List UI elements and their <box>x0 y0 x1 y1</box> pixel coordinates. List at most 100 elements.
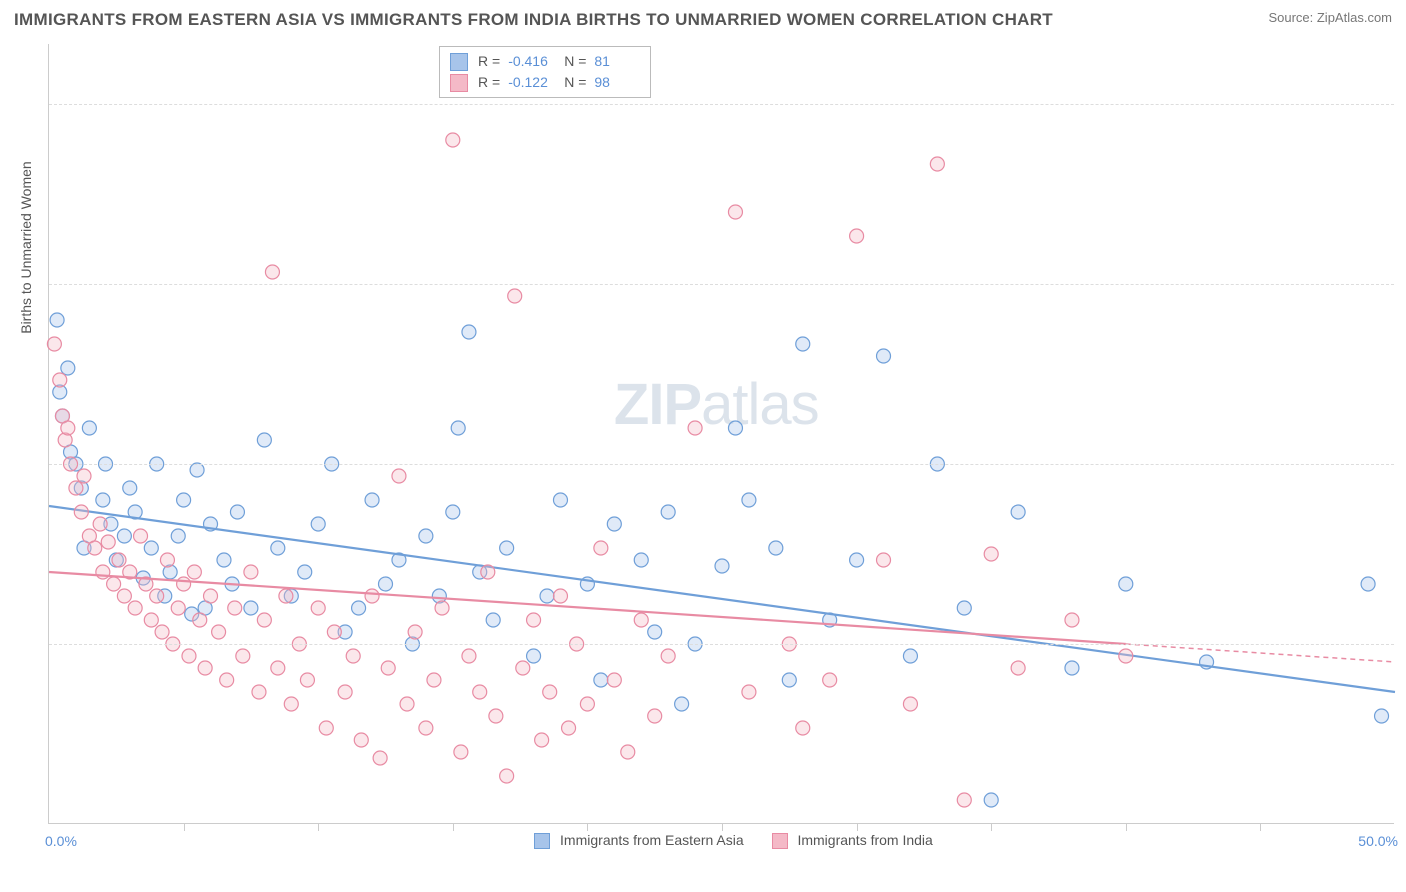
data-point <box>236 649 250 663</box>
data-point <box>580 697 594 711</box>
data-point <box>327 625 341 639</box>
data-point <box>742 685 756 699</box>
x-tick <box>1260 823 1261 831</box>
data-point <box>607 673 621 687</box>
data-point <box>257 613 271 627</box>
r-label: R = <box>478 72 500 93</box>
data-point <box>543 685 557 699</box>
data-point <box>252 685 266 699</box>
swatch-series-a <box>450 53 468 71</box>
data-point <box>1065 661 1079 675</box>
data-point <box>796 721 810 735</box>
data-point <box>486 613 500 627</box>
data-point <box>462 325 476 339</box>
data-point <box>419 529 433 543</box>
data-point <box>298 565 312 579</box>
data-point <box>365 493 379 507</box>
data-point <box>796 337 810 351</box>
data-point <box>352 601 366 615</box>
stats-legend: R = -0.416 N = 81 R = -0.122 N = 98 <box>439 46 651 98</box>
data-point <box>365 589 379 603</box>
data-point <box>877 553 891 567</box>
data-point <box>984 547 998 561</box>
data-point <box>500 769 514 783</box>
data-point <box>53 373 67 387</box>
source-attribution: Source: ZipAtlas.com <box>1268 10 1392 25</box>
data-point <box>661 649 675 663</box>
data-point <box>688 421 702 435</box>
legend-label-b: Immigrants from India <box>797 832 932 848</box>
data-point <box>728 421 742 435</box>
data-point <box>171 529 185 543</box>
data-point <box>61 421 75 435</box>
n-label: N = <box>564 51 586 72</box>
data-point <box>171 601 185 615</box>
data-point <box>489 709 503 723</box>
x-tick <box>857 823 858 831</box>
data-point <box>77 469 91 483</box>
data-point <box>877 349 891 363</box>
data-point <box>553 493 567 507</box>
data-point <box>346 649 360 663</box>
series-legend: Immigrants from Eastern Asia Immigrants … <box>49 832 1394 849</box>
data-point <box>1375 709 1389 723</box>
data-point <box>648 709 662 723</box>
data-point <box>69 481 83 495</box>
data-point <box>903 649 917 663</box>
data-point <box>648 625 662 639</box>
data-point <box>212 625 226 639</box>
y-axis-title: Births to Unmarried Women <box>18 161 34 333</box>
data-point <box>96 493 110 507</box>
data-point <box>271 661 285 675</box>
data-point <box>508 289 522 303</box>
data-point <box>112 553 126 567</box>
data-point <box>400 697 414 711</box>
data-point <box>553 589 567 603</box>
data-point <box>607 517 621 531</box>
swatch-series-b <box>450 74 468 92</box>
data-point <box>74 505 88 519</box>
data-point <box>742 493 756 507</box>
data-point <box>435 601 449 615</box>
data-point <box>193 613 207 627</box>
data-point <box>850 553 864 567</box>
data-point <box>311 517 325 531</box>
x-tick <box>1126 823 1127 831</box>
data-point <box>187 565 201 579</box>
data-point <box>311 601 325 615</box>
data-point <box>451 421 465 435</box>
data-point <box>381 661 395 675</box>
legend-swatch-b <box>772 833 788 849</box>
data-point <box>244 565 258 579</box>
gridline <box>49 644 1394 645</box>
data-point <box>379 577 393 591</box>
data-point <box>634 613 648 627</box>
r-label: R = <box>478 51 500 72</box>
data-point <box>1119 577 1133 591</box>
data-point <box>217 553 231 567</box>
trend-line <box>49 506 1395 692</box>
data-point <box>1119 649 1133 663</box>
data-point <box>527 649 541 663</box>
data-point <box>61 361 75 375</box>
data-point <box>473 685 487 699</box>
data-point <box>621 745 635 759</box>
data-point <box>562 721 576 735</box>
chart-title: IMMIGRANTS FROM EASTERN ASIA VS IMMIGRAN… <box>14 10 1053 30</box>
data-point <box>408 625 422 639</box>
data-point <box>728 205 742 219</box>
data-point <box>500 541 514 555</box>
data-point <box>204 589 218 603</box>
data-point <box>82 421 96 435</box>
data-point <box>265 265 279 279</box>
data-point <box>373 751 387 765</box>
data-point <box>117 589 131 603</box>
data-point <box>715 559 729 573</box>
data-point <box>190 463 204 477</box>
n-value-a: 81 <box>594 51 640 72</box>
data-point <box>957 793 971 807</box>
data-point <box>144 613 158 627</box>
data-point <box>279 589 293 603</box>
data-point <box>338 685 352 699</box>
data-point <box>177 577 191 591</box>
